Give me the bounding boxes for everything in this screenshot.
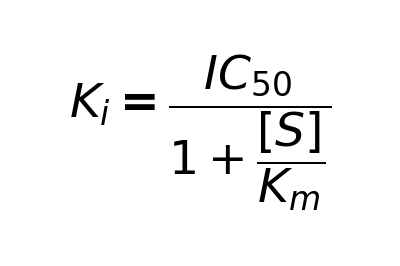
Text: $\boldsymbol{K_i = \dfrac{IC_{50}}{1 + \dfrac{[S]}{K_m}}}$: $\boldsymbol{K_i = \dfrac{IC_{50}}{1 + \… xyxy=(69,53,331,213)
